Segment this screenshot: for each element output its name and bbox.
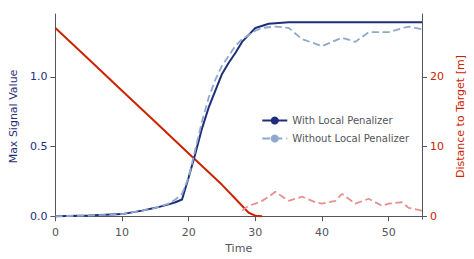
- svg-text:Time: Time: [224, 242, 252, 255]
- svg-text:20: 20: [182, 226, 196, 239]
- svg-text:50: 50: [382, 226, 396, 239]
- svg-text:Distance to Target [m]: Distance to Target [m]: [454, 55, 467, 178]
- svg-text:10: 10: [115, 226, 129, 239]
- svg-text:0.5: 0.5: [30, 140, 48, 153]
- svg-text:Without Local Penalizer: Without Local Penalizer: [292, 133, 410, 144]
- svg-text:20: 20: [430, 70, 444, 83]
- svg-text:0: 0: [430, 210, 437, 223]
- svg-text:30: 30: [248, 226, 262, 239]
- svg-text:40: 40: [315, 226, 329, 239]
- svg-text:1.0: 1.0: [30, 70, 48, 83]
- svg-text:With Local Penalizer: With Local Penalizer: [292, 115, 393, 126]
- svg-text:0: 0: [52, 226, 59, 239]
- svg-text:10: 10: [430, 140, 444, 153]
- svg-text:Max Signal Value: Max Signal Value: [7, 69, 20, 163]
- svg-text:0.0: 0.0: [30, 210, 48, 223]
